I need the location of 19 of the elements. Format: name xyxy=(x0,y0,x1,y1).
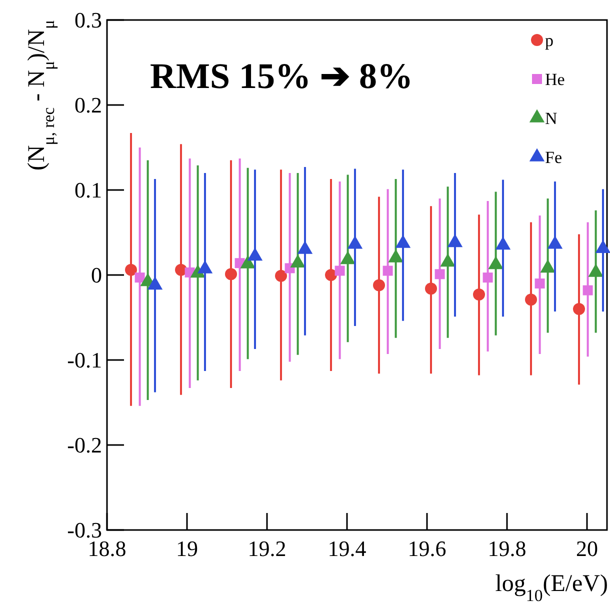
x-tick-label: 19.4 xyxy=(328,536,366,561)
x-axis-title: log$_{10}$(E/eV) xyxy=(495,571,608,603)
y-tick-label: 0 xyxy=(91,262,102,288)
y-tick-label: -0.2 xyxy=(67,432,102,458)
legend-label: N xyxy=(545,109,558,128)
x-tick-label: 19 xyxy=(176,536,198,561)
y-tick-label: 0.2 xyxy=(74,92,102,118)
y-tick-label: -0.1 xyxy=(67,348,102,373)
legend-label: Fe xyxy=(545,148,562,167)
y-tick-label: 0.3 xyxy=(74,8,102,33)
legend-label: p xyxy=(545,31,554,50)
y-tick-label: -0.3 xyxy=(67,518,102,543)
x-tick-label: 19.6 xyxy=(408,536,446,561)
annotation: RMS 15% ➔ 8% xyxy=(150,56,413,96)
x-tick-label: 19.2 xyxy=(248,536,286,561)
legend-label: He xyxy=(545,70,565,89)
x-tick-label: 20 xyxy=(576,536,598,561)
y-tick-label: 0.1 xyxy=(74,178,102,203)
x-tick-label: 19.8 xyxy=(488,536,526,561)
